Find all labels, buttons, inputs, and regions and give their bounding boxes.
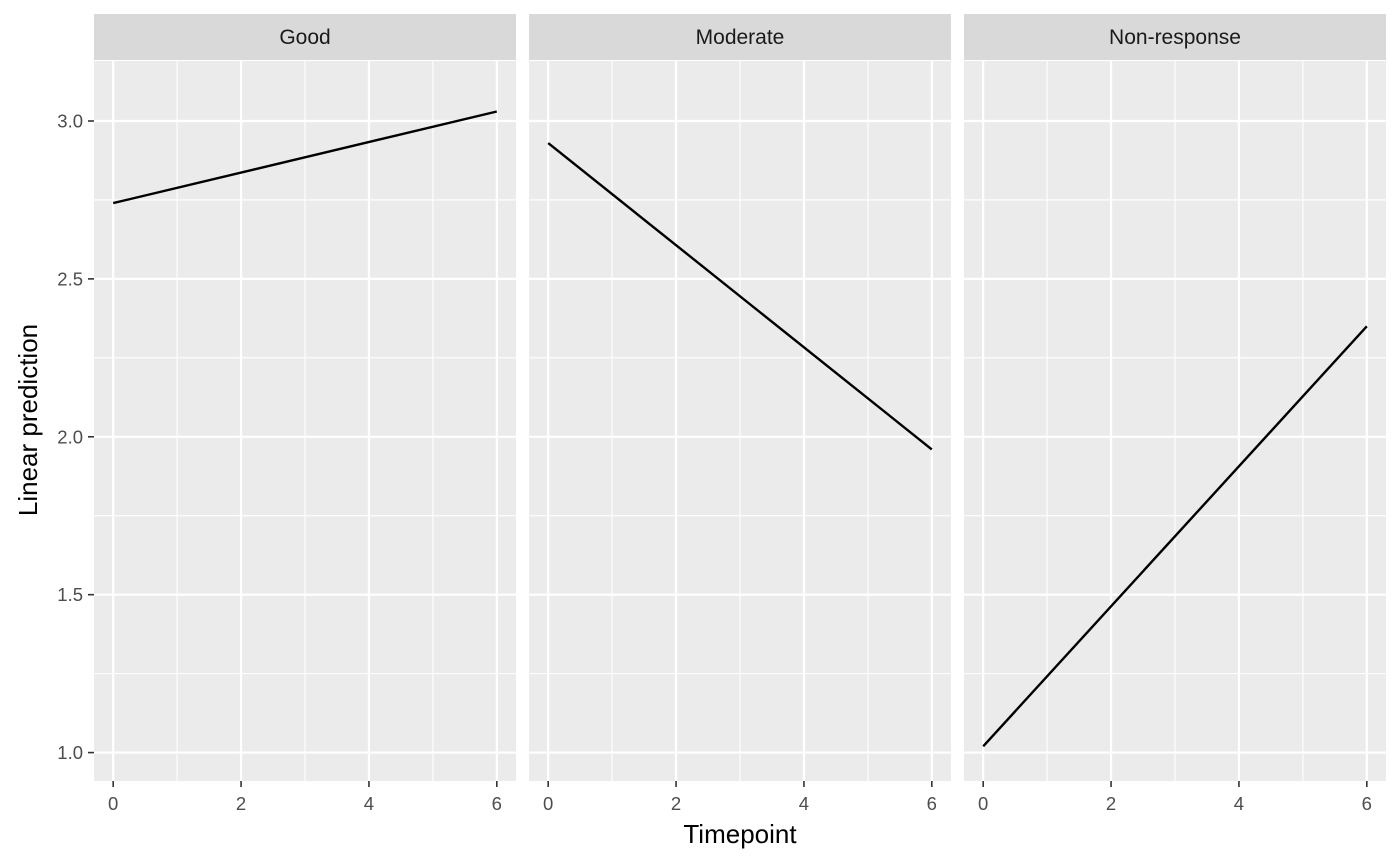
x-tick-label: 2 [671, 793, 681, 814]
x-tick-label: 4 [364, 793, 374, 814]
x-tick-label: 0 [978, 793, 988, 814]
facet-strip [529, 14, 951, 60]
x-tick-label: 0 [543, 793, 553, 814]
series-line [112, 110, 498, 205]
y-tick-label: 1.5 [57, 584, 83, 605]
facet-strip [94, 14, 516, 60]
facet-strip-label: Non-response [1109, 26, 1241, 49]
x-tick-label: 2 [1106, 793, 1116, 814]
facet-panel: Non-response 0 2 4 6 [964, 14, 1386, 814]
y-tick-label: 3.0 [57, 111, 83, 132]
series-line [982, 325, 1368, 748]
y-axis: 1.0 1.5 2.0 2.5 3.0 [57, 111, 94, 763]
facet-panel: Moderate 0 2 4 6 [529, 14, 951, 814]
x-tick-label: 4 [1234, 793, 1244, 814]
x-tick-label: 6 [1362, 793, 1372, 814]
facet-strip-label: Good [279, 26, 330, 49]
facet-panel: Good 0 2 4 6 [94, 14, 516, 814]
facet-panels: Good 0 2 4 6 Moderate 0 2 4 6 Non-response 0 2 4 6 [94, 14, 1386, 814]
x-axis-title: Timepoint [683, 819, 797, 849]
x-tick-label: 4 [799, 793, 809, 814]
x-tick-label: 2 [236, 793, 246, 814]
y-axis-title: Linear prediction [13, 324, 43, 516]
x-tick-label: 6 [927, 793, 937, 814]
x-tick-label: 0 [108, 793, 118, 814]
series-line [547, 142, 933, 451]
y-tick-label: 2.5 [57, 268, 83, 289]
x-tick-label: 6 [492, 793, 502, 814]
y-tick-label: 2.0 [57, 426, 83, 447]
y-tick-label: 1.0 [57, 742, 83, 763]
facet-strip-label: Moderate [696, 26, 785, 49]
facet-strip [964, 14, 1386, 60]
